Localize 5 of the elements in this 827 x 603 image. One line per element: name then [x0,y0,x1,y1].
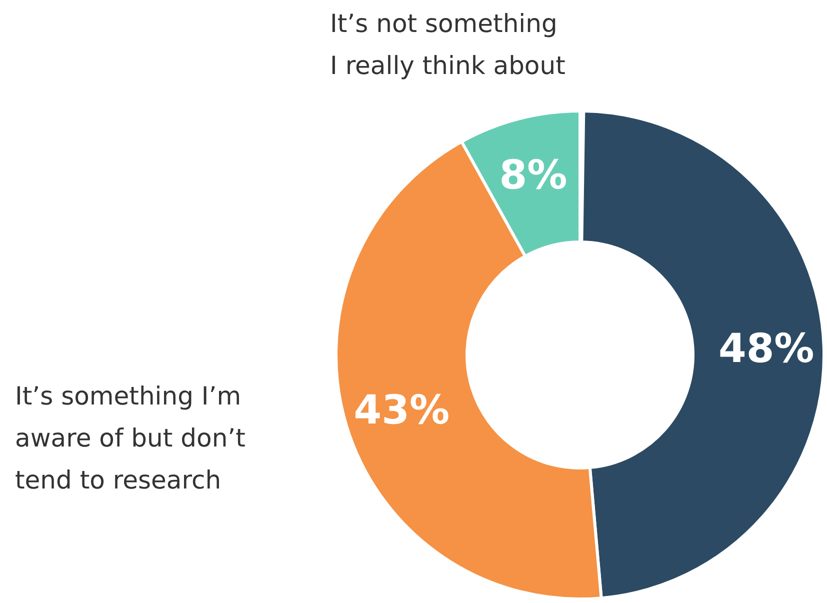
data-label: 48% [718,326,814,372]
slice-label: It’s something I’m aware of but don’t tend to research [15,381,246,494]
slice-label: It’s not something I really think about [330,9,566,80]
data-label: 43% [354,388,450,434]
data-label: 8% [499,152,568,198]
